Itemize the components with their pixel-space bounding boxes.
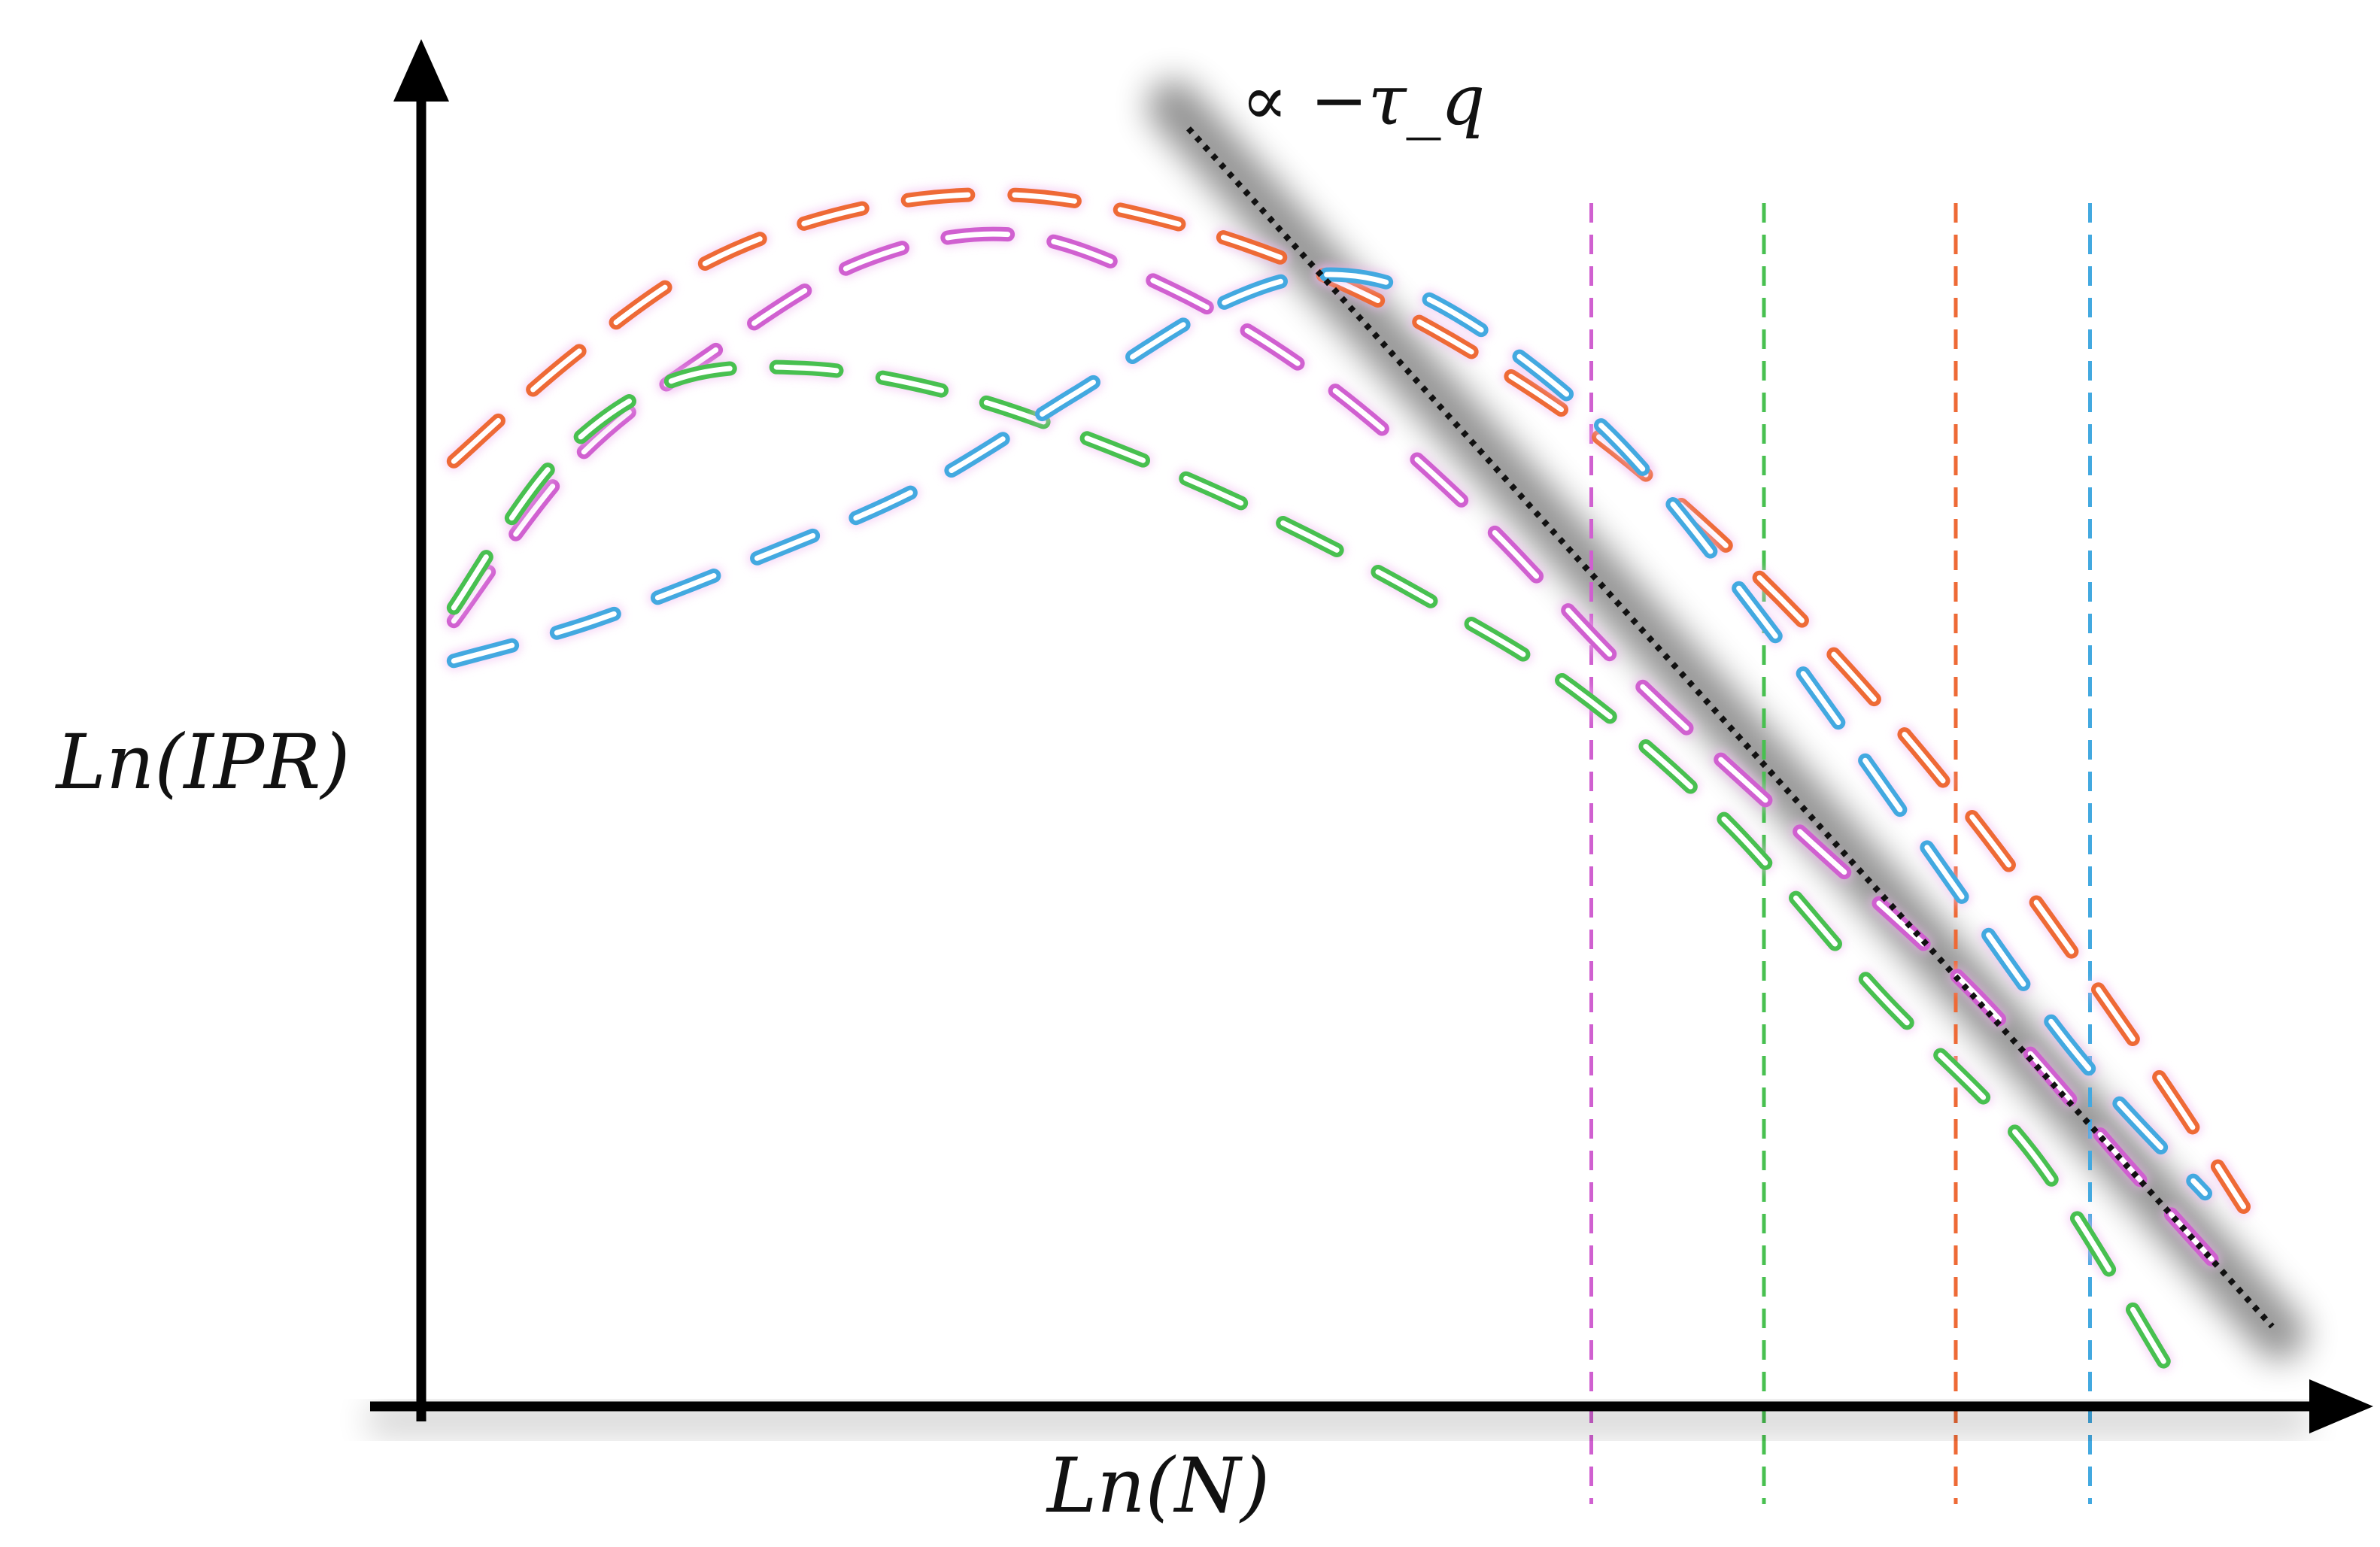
series-2-outline: [446, 226, 2232, 1281]
series-4-line: [451, 271, 2208, 1197]
x-axis-label: Ln(N): [1046, 1442, 1270, 1530]
axes: [369, 39, 2373, 1435]
scaling-annotation-text: ∝ −τ_q: [1241, 60, 1485, 141]
scaling-annotation: ∝ −τ_q: [1241, 60, 1485, 141]
y-axis-arrow: [393, 39, 449, 102]
series-1-line: [451, 192, 2246, 1209]
y-axis-label: Ln(IPR): [55, 718, 351, 806]
x-axis-arrow: [2309, 1379, 2373, 1433]
series-3-line: [451, 364, 2169, 1370]
series-3-outline: [446, 359, 2174, 1374]
scaling-line: [1186, 126, 2275, 1329]
series-3-glow: [444, 357, 2177, 1376]
